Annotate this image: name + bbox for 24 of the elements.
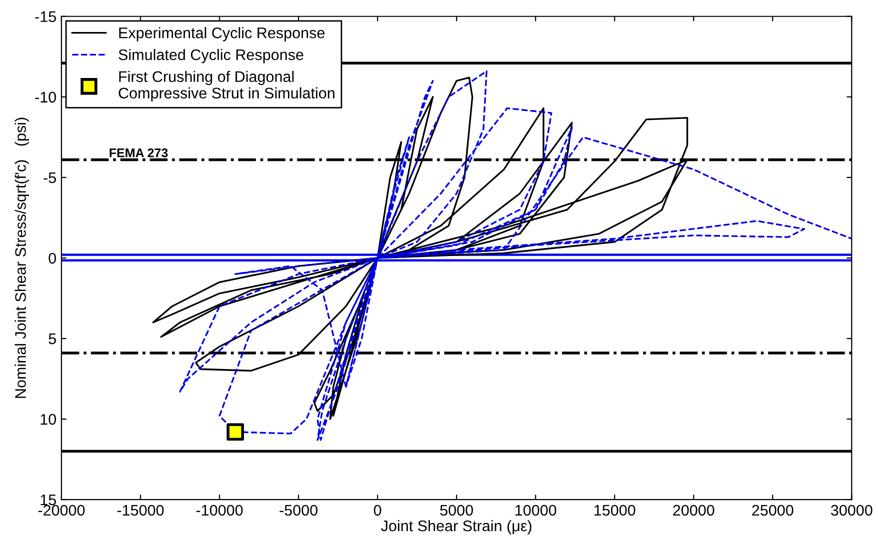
y-tick-label: -10 [35,92,56,103]
x-tick-label: 20000 [673,504,714,516]
x-tick-label: 0 [374,504,382,516]
x-tick-label: 25000 [752,504,794,516]
x-tick-label: 15000 [594,504,636,516]
x-tick-label: 30000 [831,504,872,516]
x-axis-title: Joint Shear Strain (με) [381,520,532,534]
y-tick-label: -15 [35,11,56,22]
y-tick-label: 15 [40,494,56,506]
x-tick-label: 5000 [440,504,473,516]
y-tick-label: -5 [44,172,56,184]
x-tick-label: -5000 [280,504,318,516]
ref-line-label: FEMA 273 [110,148,168,158]
x-tick-label: 10000 [516,504,556,516]
legend-label: First Crushing of Diagonal Compressive Strut in Simulation [118,70,334,102]
y-tick-label: 5 [48,334,56,344]
x-tick-label: -15000 [117,504,164,516]
y-tick-label: 0 [48,252,56,264]
y-tick-label: 10 [40,414,56,425]
x-tick-label: -20000 [38,504,85,516]
y-axis-title: Nominal Joint Shear Stress/sqrt(f'c) (psi) [14,118,29,398]
legend-label: Experimental Cyclic Response [119,27,324,42]
x-tick-label: -10000 [196,504,243,516]
legend-label: Simulated Cyclic Response [118,48,304,64]
